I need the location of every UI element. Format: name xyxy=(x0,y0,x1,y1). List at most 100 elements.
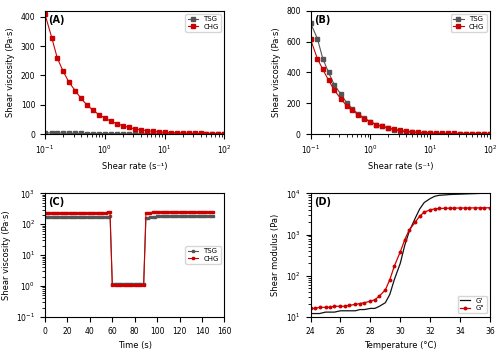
TSG xyxy=(114,132,119,136)
Y-axis label: Shear viscosity (Pa·s): Shear viscosity (Pa·s) xyxy=(2,210,11,300)
CHG xyxy=(475,132,481,136)
TSG xyxy=(192,132,198,136)
G' xyxy=(376,304,382,309)
CHG xyxy=(192,131,198,135)
TSG xyxy=(222,132,228,136)
TSG xyxy=(404,130,409,134)
G' xyxy=(308,311,314,316)
Line: TSG: TSG xyxy=(44,215,214,285)
G" xyxy=(472,206,478,210)
CHG xyxy=(386,126,392,130)
G" xyxy=(387,278,393,282)
TSG xyxy=(120,132,126,136)
TSG xyxy=(170,214,176,218)
G' xyxy=(346,309,352,313)
G' xyxy=(342,309,348,313)
CHG xyxy=(409,130,415,134)
G' xyxy=(322,310,328,314)
Line: CHG: CHG xyxy=(44,13,226,136)
Line: CHG: CHG xyxy=(309,37,492,136)
G" xyxy=(332,304,338,309)
TSG xyxy=(380,124,386,129)
G' xyxy=(406,229,412,233)
TSG xyxy=(132,282,138,286)
CHG xyxy=(439,131,445,135)
TSG xyxy=(162,132,168,136)
G' xyxy=(421,201,427,205)
TSG xyxy=(204,132,210,136)
Line: G": G" xyxy=(310,207,491,310)
G' xyxy=(446,192,452,197)
CHG xyxy=(222,132,228,136)
G' xyxy=(312,311,318,316)
CHG xyxy=(156,130,162,134)
G' xyxy=(332,310,338,314)
G" xyxy=(421,210,427,214)
X-axis label: Shear rate (s⁻¹): Shear rate (s⁻¹) xyxy=(102,162,168,171)
CHG xyxy=(198,131,203,136)
G" xyxy=(402,238,408,242)
TSG xyxy=(314,36,320,41)
CHG xyxy=(320,67,326,72)
TSG xyxy=(144,132,150,136)
TSG xyxy=(174,132,180,136)
CHG xyxy=(344,103,349,108)
TSG xyxy=(168,132,173,136)
CHG xyxy=(42,12,48,17)
G' xyxy=(466,192,472,196)
G' xyxy=(442,193,448,197)
TSG xyxy=(481,132,487,136)
TSG xyxy=(186,132,192,136)
G' xyxy=(457,192,463,196)
G" xyxy=(446,206,452,210)
CHG xyxy=(362,117,368,121)
G" xyxy=(342,304,348,309)
CHG xyxy=(54,56,60,60)
TSG xyxy=(90,131,96,136)
G' xyxy=(338,309,344,313)
TSG xyxy=(415,131,421,135)
TSG xyxy=(409,130,415,135)
CHG xyxy=(338,96,344,101)
TSG xyxy=(49,131,55,135)
TSG xyxy=(66,131,72,135)
Line: G': G' xyxy=(310,193,490,314)
CHG xyxy=(170,210,176,214)
CHG xyxy=(108,119,114,123)
CHG xyxy=(78,96,84,100)
G' xyxy=(372,306,378,311)
CHG xyxy=(326,78,332,82)
Legend: TSG, CHG: TSG, CHG xyxy=(186,14,221,32)
TSG xyxy=(439,131,445,136)
TSG xyxy=(427,131,433,136)
TSG xyxy=(344,100,349,105)
TSG xyxy=(132,132,138,136)
CHG xyxy=(210,210,216,214)
G" xyxy=(466,206,472,210)
G" xyxy=(462,206,468,210)
TSG xyxy=(126,132,132,136)
TSG xyxy=(463,132,469,136)
G" xyxy=(398,250,404,254)
CHG xyxy=(126,125,132,130)
CHG xyxy=(174,131,180,135)
G' xyxy=(382,301,388,305)
G" xyxy=(312,306,318,311)
G" xyxy=(487,206,493,210)
TSG xyxy=(210,132,216,136)
TSG xyxy=(332,83,338,87)
CHG xyxy=(374,122,380,127)
CHG xyxy=(481,132,487,136)
G" xyxy=(481,206,487,210)
TSG xyxy=(42,131,48,135)
X-axis label: Time (s): Time (s) xyxy=(118,341,152,350)
G' xyxy=(481,191,487,195)
TSG xyxy=(374,122,380,127)
G" xyxy=(316,305,322,310)
G" xyxy=(436,206,442,211)
CHG xyxy=(66,80,72,84)
G' xyxy=(368,306,374,311)
TSG xyxy=(356,112,362,116)
CHG xyxy=(427,131,433,135)
TSG xyxy=(350,107,356,111)
